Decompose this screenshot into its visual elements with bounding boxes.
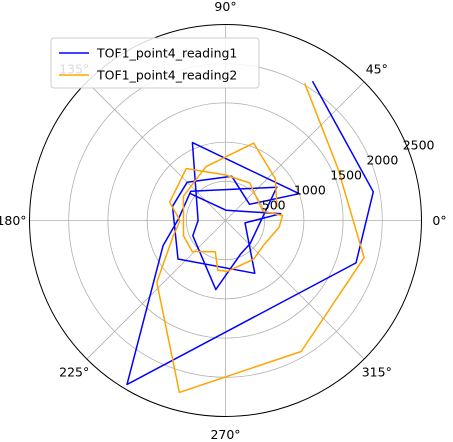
angle-tick-label-4: 180° [0, 213, 27, 228]
angle-tick-label-5: 225° [59, 364, 89, 379]
legend: TOF1_point4_reading1 TOF1_point4_reading… [50, 37, 260, 89]
radial-tick-label-2: 1500 [330, 168, 362, 183]
angular-gridline-5 [86, 220, 226, 360]
angle-tick-label-0: 0° [432, 213, 446, 228]
radial-tick-label-3: 2000 [366, 153, 398, 168]
legend-box [50, 37, 260, 89]
legend-label-reading2: TOF1_point4_reading2 [96, 68, 237, 83]
series-line-2 [156, 83, 365, 394]
legend-label-reading1: TOF1_point4_reading1 [96, 46, 237, 61]
angle-tick-label-7: 315° [362, 364, 392, 379]
radial-tick-label-0: 500 [262, 198, 286, 213]
radial-tick-label-4: 2500 [403, 138, 435, 153]
angular-gridline-3 [86, 81, 226, 221]
radial-tick-label-1: 1000 [294, 183, 326, 198]
radial-tick-labels: 500 1000 1500 2000 2500 [262, 138, 435, 213]
angular-gridline-1 [225, 81, 365, 221]
polar-frame [29, 24, 422, 417]
series-layer [126, 80, 375, 394]
angle-tick-label-2: 90° [214, 0, 236, 14]
angle-tick-label-1: 45° [366, 62, 388, 77]
series-line-1 [126, 80, 375, 386]
angle-tick-label-6: 270° [210, 427, 240, 442]
